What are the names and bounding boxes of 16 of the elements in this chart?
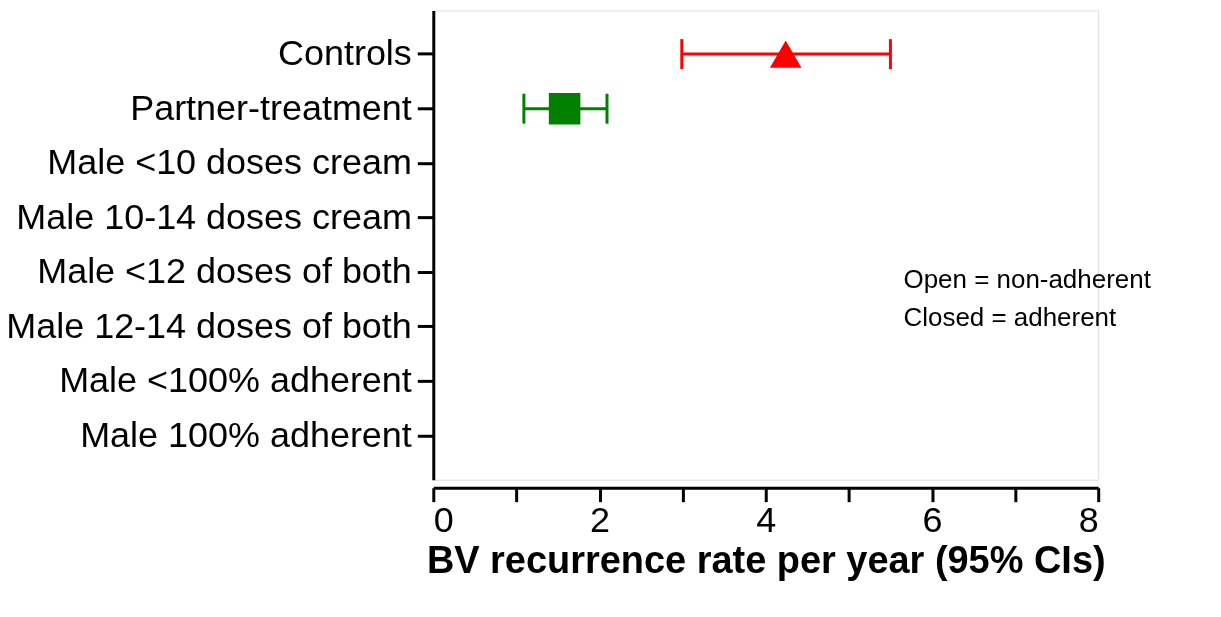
annotation: Open = non-adherent [903, 265, 1152, 294]
x-axis-title: BV recurrence rate per year (95% CIs) [426, 539, 1106, 582]
y-tick-label: Male <12 doses of both [37, 250, 412, 292]
y-tick-label: Male 100% adherent [80, 414, 412, 456]
y-tick-label: Male 12-14 doses of both [6, 304, 412, 346]
y-tick-label: Partner-treatment [130, 86, 412, 128]
x-tick-label: 0 [433, 499, 454, 541]
x-tick-label: 8 [1078, 499, 1099, 541]
x-tick-label: 6 [922, 499, 943, 541]
x-tick-label: 2 [590, 499, 611, 541]
y-tick-label: Controls [278, 32, 412, 74]
y-tick-label: Male <100% adherent [59, 359, 412, 401]
annotation: Closed = adherent [903, 302, 1118, 331]
y-tick-label: Male 10-14 doses cream [16, 195, 412, 237]
y-tick-label: Male <10 doses cream [47, 141, 412, 183]
x-tick-label: 4 [756, 499, 777, 541]
